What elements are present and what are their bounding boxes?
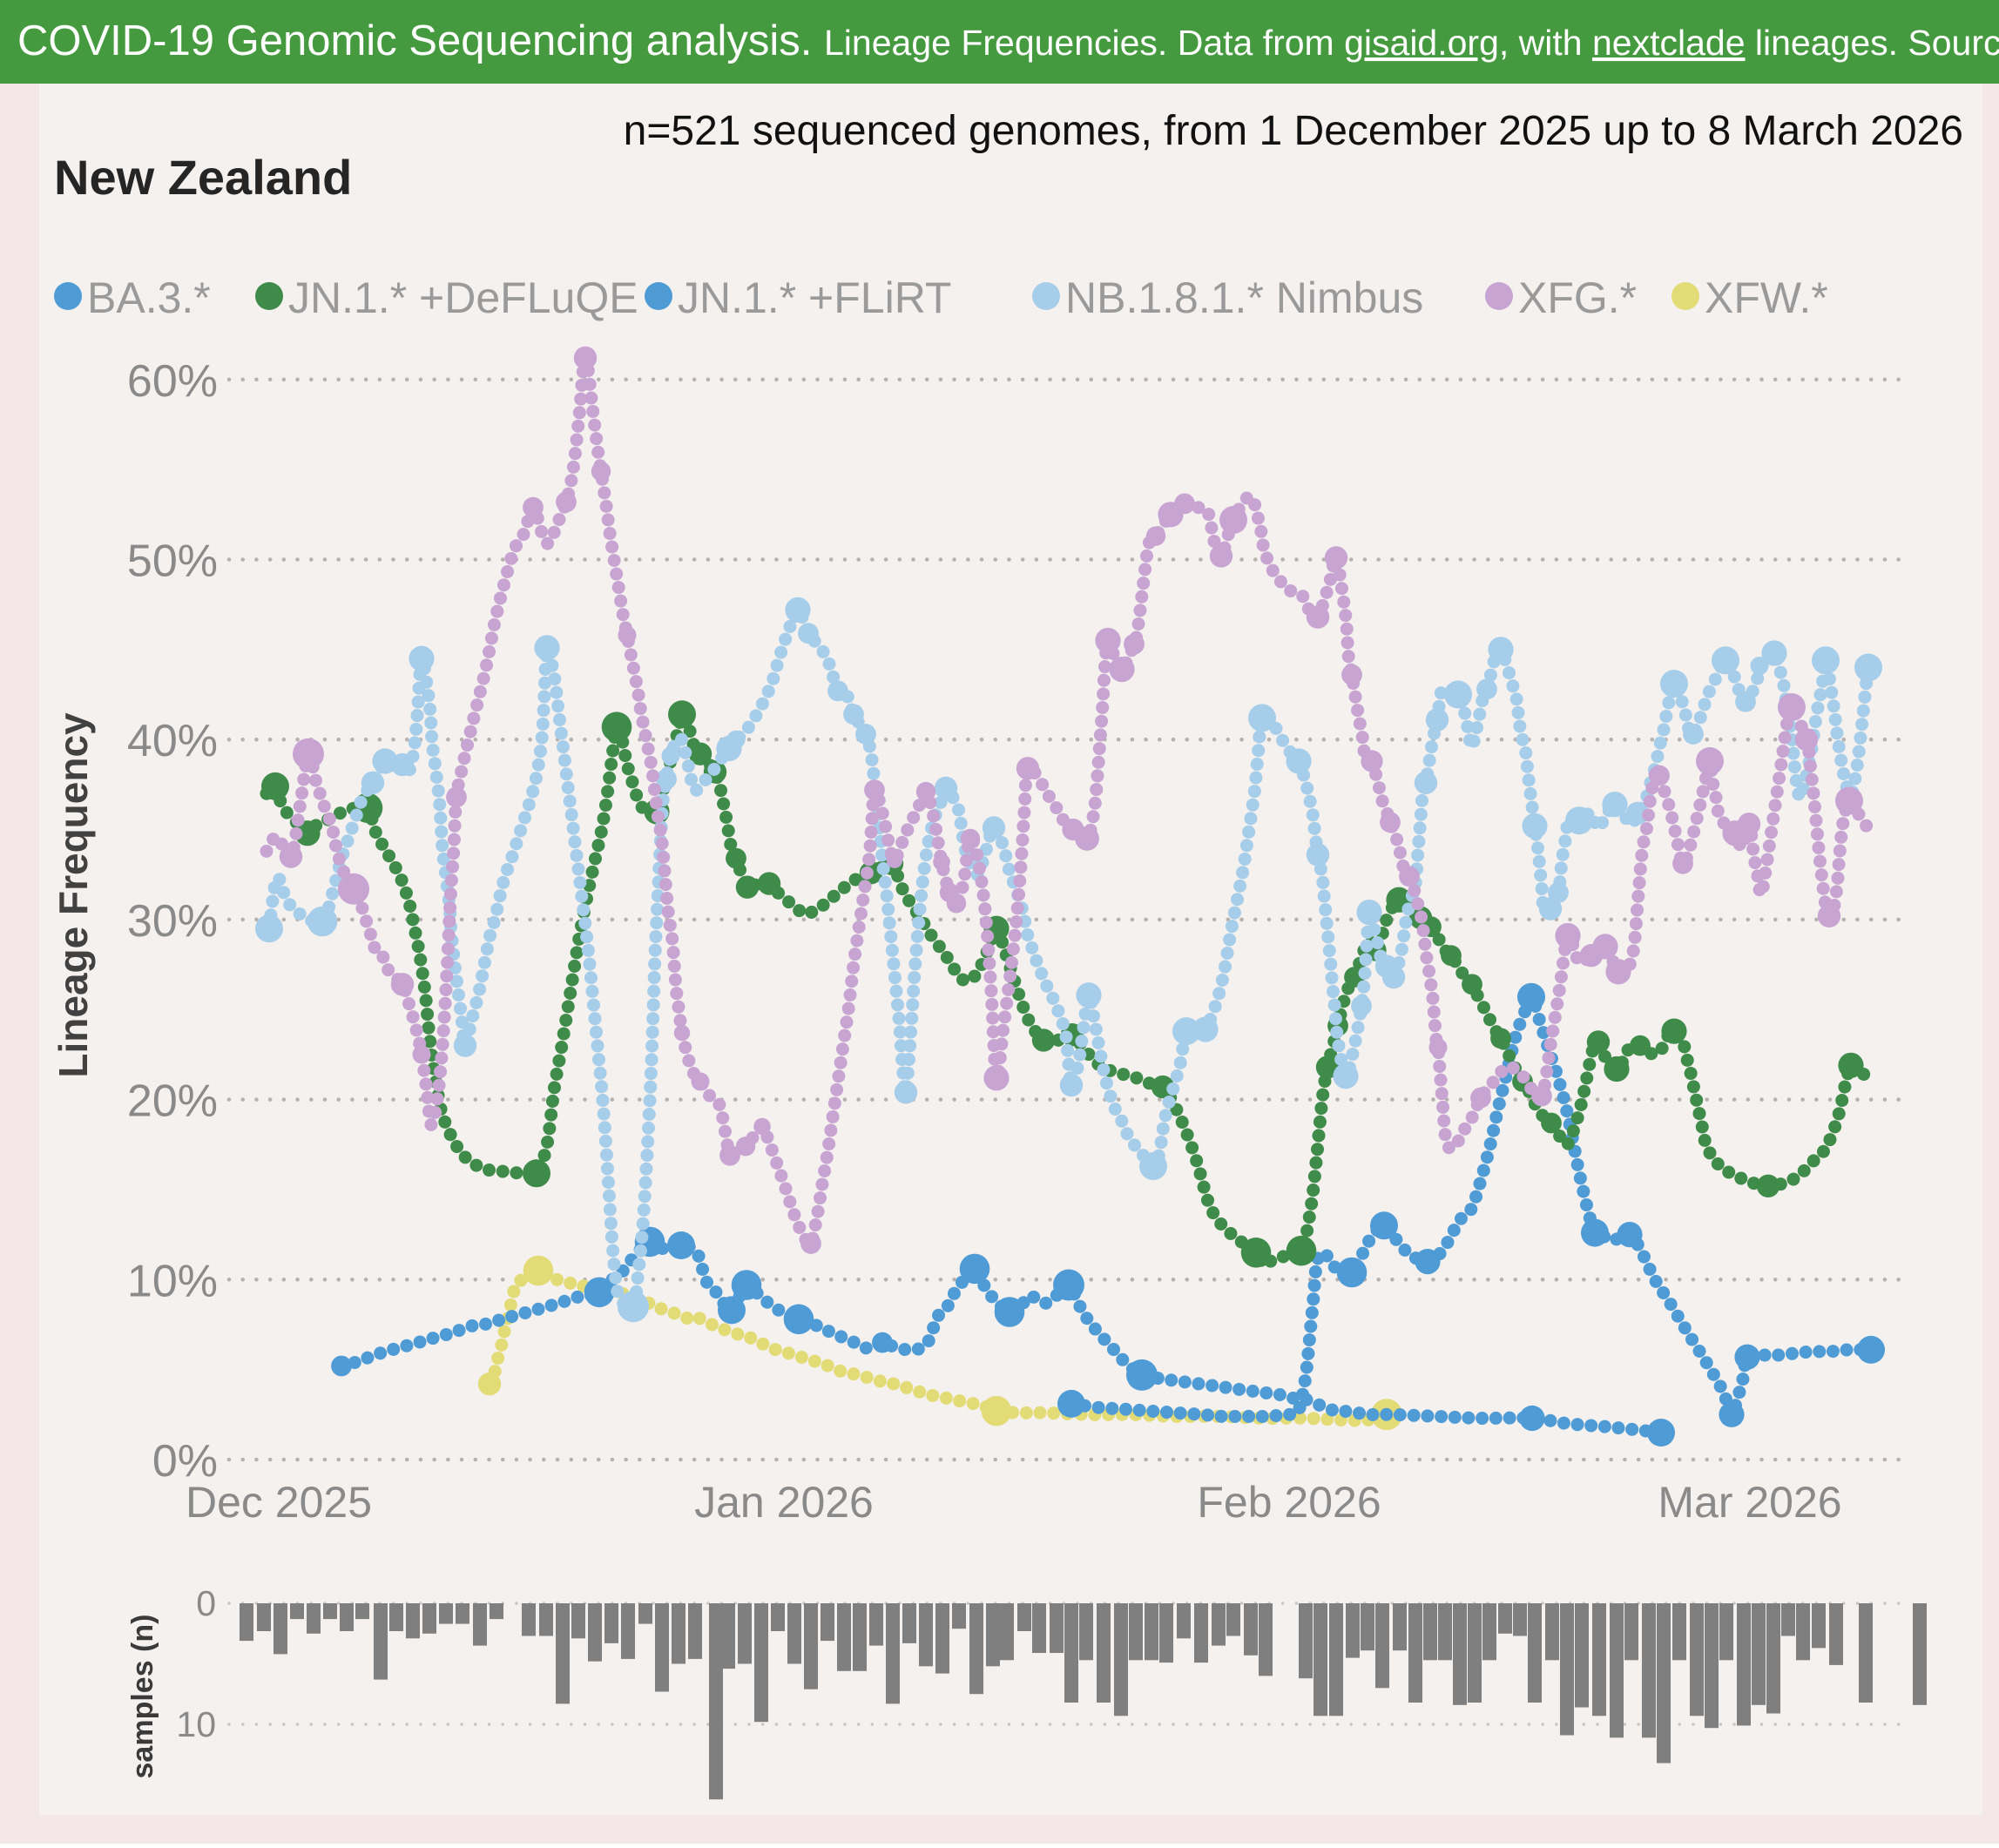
svg-text:n=521 sequenced genomes, from: n=521 sequenced genomes, from 1 December… (624, 108, 1963, 154)
svg-text:JN.1.* +DeFLuQE: JN.1.* +DeFLuQE (288, 273, 638, 322)
svg-text:NB.1.8.1.* Nimbus: NB.1.8.1.* Nimbus (1065, 273, 1423, 322)
svg-text:JN.1.* +FLiRT: JN.1.* +FLiRT (678, 273, 951, 322)
svg-text:50%: 50% (127, 536, 218, 587)
svg-text:Dec 2025: Dec 2025 (186, 1478, 372, 1527)
svg-text:Jan 2026: Jan 2026 (694, 1478, 874, 1527)
svg-text:COVID-19 Genomic Sequencing an: COVID-19 Genomic Sequencing analysis. Li… (17, 17, 1999, 64)
svg-text:0: 0 (196, 1583, 216, 1623)
svg-text:40%: 40% (127, 716, 218, 766)
svg-text:XFG.*: XFG.* (1518, 273, 1637, 322)
svg-text:10%: 10% (127, 1256, 218, 1306)
svg-text:Mar 2026: Mar 2026 (1658, 1478, 1841, 1527)
svg-text:20%: 20% (127, 1076, 218, 1127)
svg-text:10: 10 (176, 1704, 216, 1744)
svg-text:Lineage Frequency: Lineage Frequency (51, 712, 96, 1078)
svg-text:BA.3.*: BA.3.* (87, 273, 211, 322)
svg-text:Feb 2026: Feb 2026 (1197, 1478, 1381, 1527)
svg-text:samples (n): samples (n) (126, 1615, 159, 1779)
svg-text:XFW.*: XFW.* (1705, 273, 1828, 322)
svg-text:0%: 0% (152, 1436, 218, 1487)
svg-text:30%: 30% (127, 896, 218, 947)
svg-text:New Zealand: New Zealand (54, 150, 352, 205)
svg-text:60%: 60% (127, 356, 218, 407)
